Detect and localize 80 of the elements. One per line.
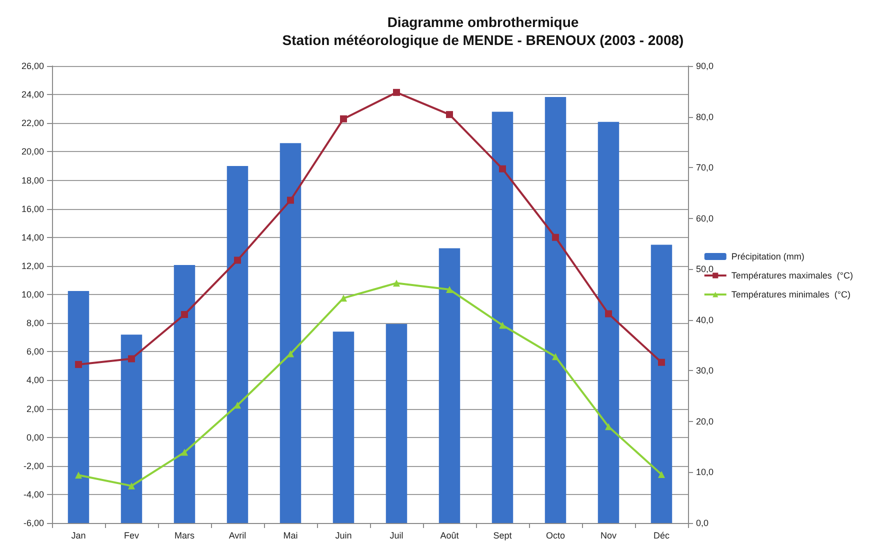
y2-tick-label: 40,0: [696, 314, 714, 325]
legend-label: Températures minimales (°C): [731, 290, 851, 300]
point: [605, 310, 612, 318]
y2-tick-label: 0,0: [696, 518, 709, 528]
bar: [280, 143, 302, 523]
x-tick-label: Août: [440, 530, 460, 540]
y-tick-label: 16,00: [21, 204, 44, 214]
y2-tick-label: 70,0: [696, 162, 714, 173]
x-tick-label: Nov: [600, 530, 617, 540]
y-tick-label: 18,00: [21, 175, 44, 186]
x-tick-label: Mars: [174, 530, 195, 540]
y2-tick-label: 30,0: [696, 366, 714, 376]
bar: [544, 96, 566, 523]
point: [75, 472, 82, 479]
point: [287, 350, 294, 358]
bar: [68, 290, 90, 523]
chart-title: Diagramme ombrothermique: [387, 14, 579, 30]
y-tick-label: 12,00: [21, 260, 44, 271]
y-tick-label: 6,00: [26, 346, 44, 357]
point: [287, 196, 294, 204]
y-tick-label: 10,00: [21, 290, 44, 300]
point: [340, 115, 347, 122]
y-tick-label: 26,00: [21, 61, 44, 71]
x-tick-label: Fev: [124, 530, 140, 540]
point: [658, 358, 665, 366]
x-tick-label: Juin: [335, 530, 352, 540]
bar: [332, 332, 354, 523]
bar: [174, 265, 196, 523]
y2-tick-label: 20,0: [696, 416, 714, 426]
point: [393, 280, 400, 287]
x-tick-label: Avril: [228, 530, 246, 540]
x-tick-label: Mai: [283, 530, 298, 540]
y2-tick-label: 80,0: [696, 112, 714, 122]
point: [340, 294, 347, 302]
x-tick-label: Déc: [653, 530, 670, 540]
point: [499, 322, 506, 329]
y-tick-label: 20,00: [21, 146, 44, 157]
x-tick-label: Octo: [546, 530, 566, 540]
point: [658, 470, 665, 478]
legend-label: Températures maximales (°C): [731, 270, 854, 280]
legend-label: Précipitation (mm): [731, 252, 804, 262]
y-tick-label: 14,00: [21, 232, 44, 242]
bar: [650, 244, 672, 523]
y2-tick-label: 90,0: [696, 61, 714, 71]
point: [75, 360, 82, 368]
y-tick-label: 24,00: [21, 90, 44, 100]
y-tick-label: 8,00: [26, 318, 44, 328]
x-tick-label: Jan: [71, 530, 86, 540]
point: [234, 402, 241, 409]
y-tick-label: 0,00: [26, 432, 44, 442]
y2-tick-label: 50,0: [696, 264, 714, 274]
bar: [226, 166, 248, 523]
y-tick-label: -6,00: [23, 518, 44, 528]
point: [128, 482, 135, 490]
bar: [492, 112, 514, 523]
point: [234, 256, 241, 264]
point: [128, 355, 135, 362]
point: [181, 448, 188, 456]
point: [393, 88, 400, 96]
point: [552, 353, 559, 360]
y2-tick-label: 60,0: [696, 213, 714, 224]
bar: [120, 334, 142, 523]
point: [446, 111, 453, 118]
bar: [438, 248, 460, 523]
bar: [386, 324, 408, 523]
x-tick-label: Sept: [493, 530, 512, 540]
y-tick-label: 4,00: [26, 375, 44, 386]
point: [446, 286, 453, 293]
y-tick-label: 2,00: [26, 404, 44, 414]
chart-subtitle: Station météorologique de MENDE - BRENOUX (2003 - 2008): [282, 32, 684, 48]
x-tick-label: Juil: [390, 530, 404, 540]
point: [605, 423, 612, 430]
bar: [598, 122, 620, 523]
point: [552, 234, 559, 241]
point: [499, 165, 506, 172]
y2-tick-label: 10,0: [696, 467, 714, 478]
y-tick-label: 22,00: [21, 118, 44, 128]
y-tick-label: -4,00: [23, 489, 44, 500]
point: [181, 310, 188, 318]
y-tick-label: -2,00: [23, 460, 44, 471]
